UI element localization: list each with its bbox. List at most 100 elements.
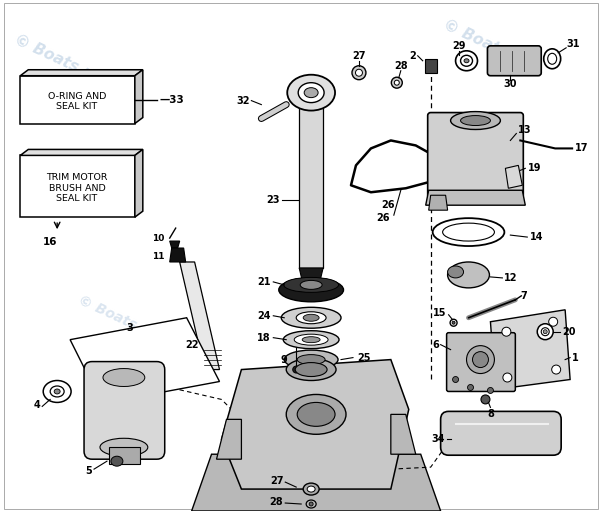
Ellipse shape <box>448 262 490 288</box>
Text: 4: 4 <box>34 400 40 411</box>
Text: 14: 14 <box>530 232 544 242</box>
Polygon shape <box>505 165 523 188</box>
Polygon shape <box>217 419 241 459</box>
Ellipse shape <box>293 366 299 373</box>
Ellipse shape <box>487 388 493 393</box>
Ellipse shape <box>551 365 560 374</box>
Polygon shape <box>428 195 448 210</box>
Ellipse shape <box>307 486 315 492</box>
Text: 28: 28 <box>269 497 283 507</box>
Polygon shape <box>70 318 220 403</box>
Ellipse shape <box>448 266 464 278</box>
Ellipse shape <box>443 223 494 241</box>
Text: 5: 5 <box>85 466 92 476</box>
Ellipse shape <box>452 321 455 324</box>
Ellipse shape <box>467 385 473 391</box>
Ellipse shape <box>111 456 123 466</box>
Ellipse shape <box>455 51 478 71</box>
Ellipse shape <box>54 389 60 394</box>
Text: 27: 27 <box>352 51 366 61</box>
Ellipse shape <box>302 337 320 343</box>
Text: 10: 10 <box>152 233 165 243</box>
Ellipse shape <box>355 69 362 76</box>
Text: 9: 9 <box>280 355 287 365</box>
Text: O-RING AND
SEAL KIT: O-RING AND SEAL KIT <box>48 92 106 111</box>
Text: 2: 2 <box>409 51 416 61</box>
Ellipse shape <box>298 82 324 102</box>
Polygon shape <box>179 262 220 370</box>
Ellipse shape <box>304 88 318 98</box>
Ellipse shape <box>297 402 335 426</box>
Polygon shape <box>490 310 570 390</box>
Text: © Boats.net: © Boats.net <box>440 17 541 75</box>
Ellipse shape <box>286 358 336 380</box>
Polygon shape <box>109 447 140 464</box>
Text: 12: 12 <box>505 273 518 283</box>
Text: 21: 21 <box>257 277 271 287</box>
Ellipse shape <box>306 500 316 508</box>
Polygon shape <box>391 414 416 454</box>
Text: 19: 19 <box>528 163 542 174</box>
Ellipse shape <box>103 369 145 387</box>
Text: 11: 11 <box>152 252 165 262</box>
Polygon shape <box>135 70 143 123</box>
Ellipse shape <box>300 281 322 289</box>
Text: 18: 18 <box>257 333 271 343</box>
Polygon shape <box>20 70 143 76</box>
Text: 34: 34 <box>431 434 445 444</box>
Text: 32: 32 <box>236 96 250 105</box>
Ellipse shape <box>294 334 328 345</box>
Ellipse shape <box>544 49 560 69</box>
Ellipse shape <box>451 112 500 130</box>
Ellipse shape <box>50 386 64 397</box>
Text: 1: 1 <box>572 353 579 362</box>
FancyBboxPatch shape <box>84 361 165 459</box>
Ellipse shape <box>464 59 469 63</box>
Polygon shape <box>170 241 179 248</box>
Text: 15: 15 <box>433 308 446 318</box>
Ellipse shape <box>467 346 494 374</box>
Ellipse shape <box>281 307 341 328</box>
Ellipse shape <box>541 328 549 336</box>
Polygon shape <box>20 150 143 156</box>
FancyBboxPatch shape <box>440 411 561 455</box>
Text: 28: 28 <box>394 61 407 71</box>
Ellipse shape <box>433 218 505 246</box>
Text: 7: 7 <box>520 291 527 301</box>
Text: 31: 31 <box>566 39 580 49</box>
Ellipse shape <box>537 324 553 339</box>
Ellipse shape <box>284 278 338 292</box>
Ellipse shape <box>297 355 325 365</box>
Ellipse shape <box>502 327 511 336</box>
Ellipse shape <box>303 483 319 495</box>
Polygon shape <box>191 454 440 511</box>
Ellipse shape <box>543 330 547 334</box>
Text: 17: 17 <box>575 143 589 154</box>
Text: 3: 3 <box>127 323 133 333</box>
Text: 8: 8 <box>487 410 494 419</box>
FancyBboxPatch shape <box>446 333 515 392</box>
Text: 22: 22 <box>185 339 199 350</box>
Text: 16: 16 <box>43 237 58 247</box>
Text: —33: —33 <box>160 95 184 104</box>
Polygon shape <box>135 150 143 217</box>
Ellipse shape <box>452 376 458 382</box>
Ellipse shape <box>352 66 366 80</box>
Text: 26: 26 <box>381 200 394 210</box>
Polygon shape <box>299 268 323 285</box>
Text: 23: 23 <box>266 195 279 205</box>
Ellipse shape <box>394 80 399 85</box>
Text: 20: 20 <box>562 327 575 337</box>
Ellipse shape <box>303 314 319 321</box>
Text: 6: 6 <box>432 339 439 350</box>
Ellipse shape <box>503 373 512 382</box>
Text: 13: 13 <box>518 125 532 136</box>
Polygon shape <box>299 101 323 268</box>
Text: 26: 26 <box>376 213 389 223</box>
Text: TRIM MOTOR
BRUSH AND
SEAL KIT: TRIM MOTOR BRUSH AND SEAL KIT <box>46 174 108 203</box>
Ellipse shape <box>43 380 71 402</box>
Polygon shape <box>425 190 525 205</box>
Text: 24: 24 <box>257 311 271 321</box>
Ellipse shape <box>549 317 557 326</box>
Text: © Boats.net: © Boats.net <box>12 32 112 90</box>
